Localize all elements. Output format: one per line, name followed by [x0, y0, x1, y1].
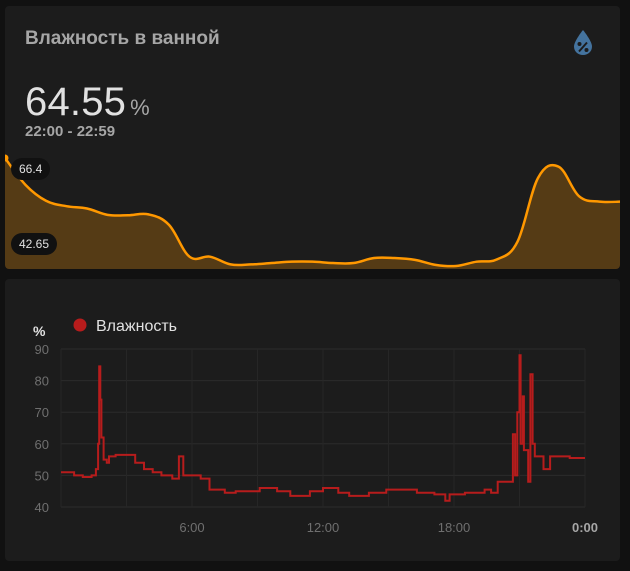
time-range: 22:00 - 22:59	[25, 123, 116, 140]
legend-label: Влажность	[96, 318, 177, 335]
sparkline-area	[5, 158, 620, 269]
history-chart[interactable]: % Влажность 40 50 60 70 80 90 6:00 12:00 18:00 0…	[5, 279, 620, 561]
sparkline-graph[interactable]	[5, 6, 620, 269]
y-tick-label: 90	[35, 342, 49, 357]
legend-item[interactable]: Влажность	[73, 318, 178, 335]
sensor-card[interactable]: Влажность в ванной 64.55% 22:00 - 22:59 …	[5, 6, 620, 269]
legend-dot	[73, 318, 87, 332]
x-tick-label: 12:00	[307, 520, 340, 535]
x-tick-label: 6:00	[179, 520, 204, 535]
history-graph-card[interactable]: % Влажность 40 50 60 70 80 90 6:00 12:00 18:00 0…	[5, 279, 620, 561]
x-tick-label: 0:00	[572, 520, 598, 535]
sensor-title: Влажность в ванной	[25, 28, 220, 49]
y-tick-label: 50	[35, 468, 49, 483]
sensor-value-group: 64.55%	[25, 80, 150, 125]
sparkline-line	[5, 157, 620, 268]
y-tick-label: 80	[35, 374, 49, 389]
sensor-unit: %	[130, 95, 150, 120]
y-tick-label: 40	[35, 500, 49, 515]
y-tick-label: 70	[35, 405, 49, 420]
humidity-series-line	[61, 354, 585, 502]
min-value-label: 42.65	[11, 233, 58, 255]
water-percent-icon	[571, 28, 595, 56]
x-tick-label: 18:00	[438, 520, 471, 535]
sparkline-peak-point	[5, 154, 9, 162]
y-axis-unit: %	[33, 323, 46, 339]
y-tick-label: 60	[35, 437, 49, 452]
sensor-value: 64.55	[25, 80, 127, 124]
max-value-label: 66.4	[11, 158, 51, 180]
